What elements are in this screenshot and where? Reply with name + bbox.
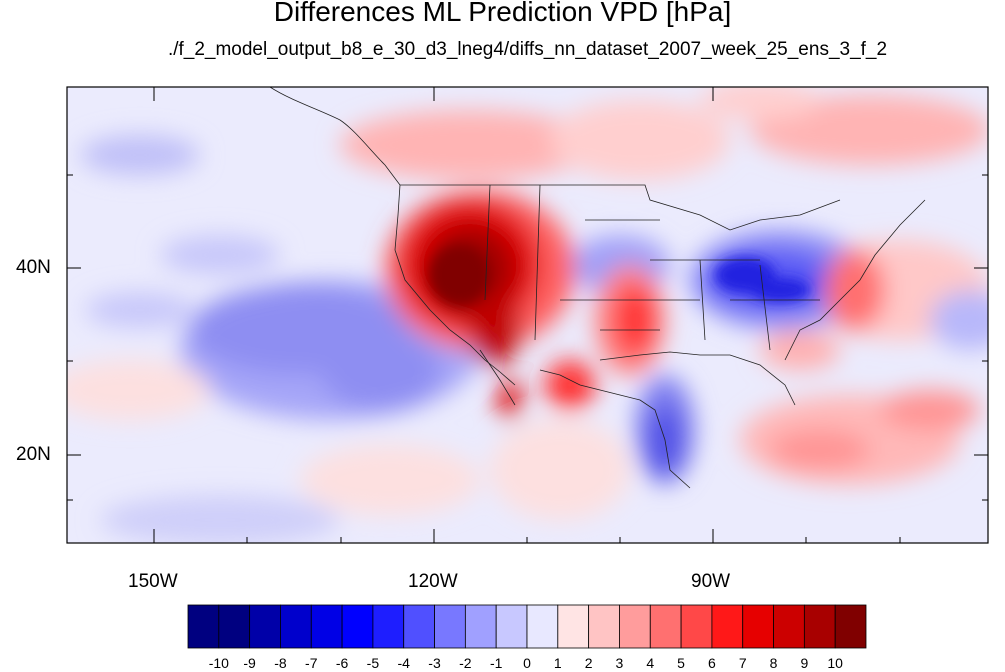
lat-label-40n: 40N xyxy=(16,257,51,278)
map-subtitle: ./f_2_model_output_b8_e_30_d3_lneg4/diff… xyxy=(167,39,888,60)
colorbar-box xyxy=(557,604,590,649)
colorbar-box xyxy=(372,604,405,649)
colorbar-tick-label: -2 xyxy=(459,655,472,671)
colorbar-box xyxy=(249,604,281,649)
colorbar-box xyxy=(711,604,744,649)
colorbar-tick-label: 8 xyxy=(769,655,778,671)
colorbar-tick-label: 7 xyxy=(738,655,747,671)
lon-label-150w: 150W xyxy=(128,571,178,592)
colorbar xyxy=(187,604,867,649)
colorbar-tick-label: 6 xyxy=(708,655,716,671)
colorbar-box xyxy=(773,604,805,649)
colorbar-box xyxy=(187,604,220,649)
colorbar-tick-label: 1 xyxy=(553,655,562,671)
colorbar-box xyxy=(680,604,713,649)
colorbar-tick-label: 3 xyxy=(615,655,624,671)
colorbar-box xyxy=(619,604,651,649)
colorbar-tick-label: -8 xyxy=(274,655,287,671)
colorbar-box xyxy=(464,604,497,649)
colorbar-box xyxy=(495,604,528,649)
colorbar-tick-label: 0 xyxy=(523,655,531,671)
colorbar-tick-label: 5 xyxy=(677,655,685,671)
colorbar-box xyxy=(280,604,312,649)
colorbar-tick-label: -7 xyxy=(305,655,318,671)
lat-label-20n: 20N xyxy=(16,444,51,465)
colorbar-box xyxy=(218,604,251,649)
colorbar-tick-label: -10 xyxy=(208,655,229,671)
colorbar-tick-label: -9 xyxy=(243,655,256,671)
colorbar-tick-label: -3 xyxy=(428,655,441,671)
lon-label-90w: 90W xyxy=(691,571,731,592)
colorbar-box xyxy=(803,604,836,649)
colorbar-tick-label: 9 xyxy=(800,655,809,671)
colorbar-tick-label: 10 xyxy=(827,655,843,671)
colorbar-tick-label: -6 xyxy=(335,655,349,671)
colorbar-box xyxy=(403,604,435,649)
colorbar-tick-label: -4 xyxy=(397,655,410,671)
colorbar-tick-label: -5 xyxy=(366,655,380,671)
colorbar-box xyxy=(310,604,343,649)
coastlines xyxy=(269,87,926,489)
colorbar-box xyxy=(834,604,867,649)
colorbar-box xyxy=(588,604,620,649)
lon-label-120w: 120W xyxy=(408,571,458,592)
colorbar-box xyxy=(742,604,774,649)
colorbar-tick-label: 4 xyxy=(646,655,655,671)
vpd-difference-field xyxy=(67,87,988,543)
colorbar-box xyxy=(526,604,559,649)
colorbar-tick-label: -1 xyxy=(489,655,503,671)
map-title: Differences ML Prediction VPD [hPa] xyxy=(273,0,732,27)
colorbar-box xyxy=(434,604,466,649)
colorbar-box xyxy=(341,604,374,649)
colorbar-box xyxy=(649,604,682,649)
colorbar-tick-label: 2 xyxy=(584,655,593,671)
